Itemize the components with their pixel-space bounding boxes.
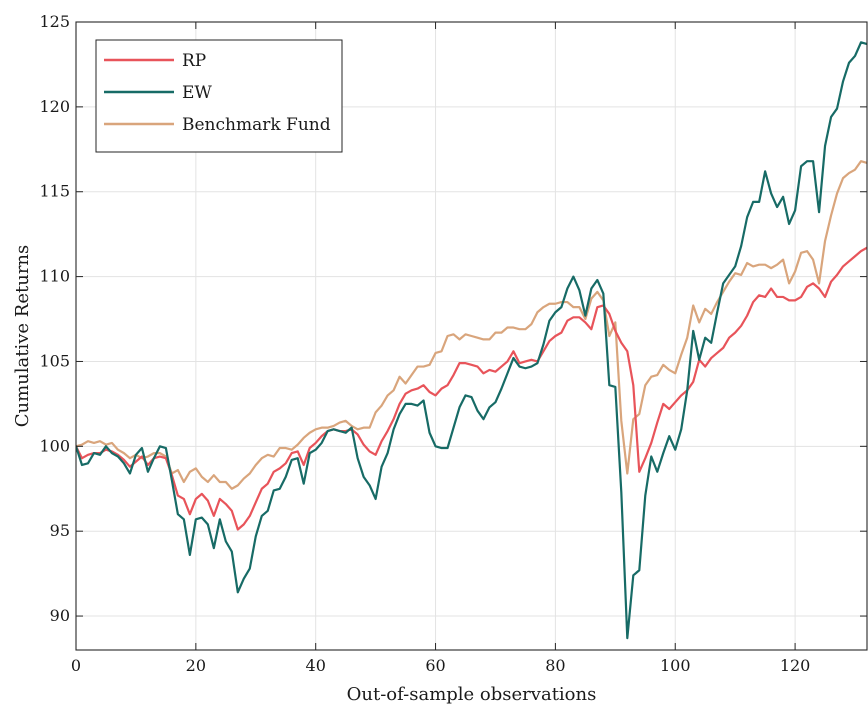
y-axis-label: Cumulative Returns: [12, 245, 33, 428]
x-axis-label: Out-of-sample observations: [347, 684, 597, 705]
series-line-rp: [76, 246, 867, 531]
plot-area-frame: [75, 21, 868, 651]
x-tick-label: 0: [71, 656, 81, 675]
y-tick-label: 90: [50, 606, 70, 625]
legend-label: Benchmark Fund: [182, 115, 331, 135]
x-tick-label: 60: [425, 656, 445, 675]
y-tick-label: 125: [39, 12, 70, 31]
grid-lines: [76, 22, 867, 650]
legend-box: [95, 39, 343, 153]
legend-label: RP: [182, 51, 206, 71]
y-tick-label: 100: [39, 436, 70, 455]
series-line-benchmark-fund: [76, 160, 867, 490]
y-tick-label: 120: [39, 97, 70, 116]
x-tick-label: 80: [545, 656, 565, 675]
x-tick-label: 120: [780, 656, 811, 675]
x-tick-label: 100: [660, 656, 691, 675]
legend-label: EW: [182, 83, 212, 103]
y-tick-label: 105: [39, 351, 70, 370]
legend: RP EW Benchmark Fund: [95, 39, 343, 153]
x-tick-label: 20: [186, 656, 206, 675]
series-line-ew: [76, 41, 867, 640]
y-tick-label: 95: [50, 521, 70, 540]
series-lines: [76, 41, 867, 640]
x-tick-label: 40: [306, 656, 326, 675]
y-tick-label: 110: [39, 267, 70, 286]
y-tick-label: 115: [39, 182, 70, 201]
axis-ticks: 0 20 40 60 80 100 120 90 95 100 105 110 115 120 125: [39, 12, 867, 675]
